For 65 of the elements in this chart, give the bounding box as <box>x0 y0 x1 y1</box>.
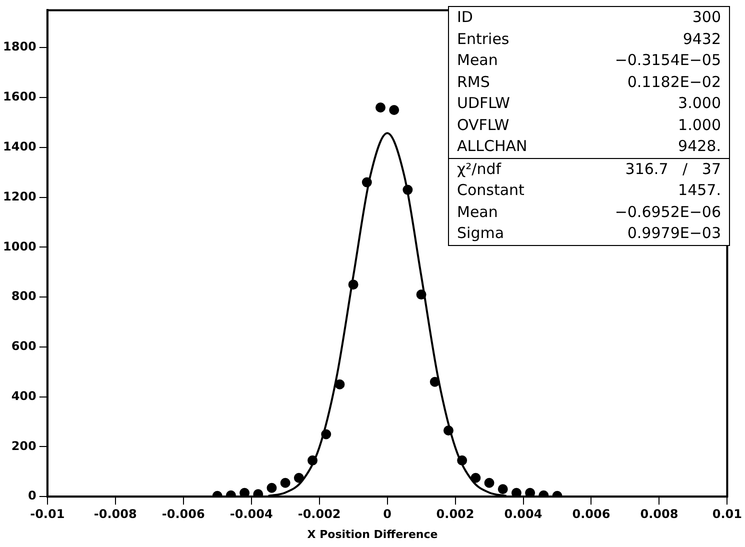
annotation: OVFLW <box>457 114 510 136</box>
point <box>280 478 290 488</box>
annotation: Mean <box>457 50 498 71</box>
annotation: RMS <box>457 72 490 92</box>
y-tick-label: 1400 <box>2 140 36 154</box>
y-tick-label: 1600 <box>2 90 36 104</box>
point <box>308 455 318 466</box>
x-tick-label: 0.006 <box>572 506 610 521</box>
annotation: 0.9979E−03 <box>627 223 721 244</box>
annotation: Entries <box>457 28 510 50</box>
x-tick-label: -0.008 <box>94 506 137 521</box>
point <box>457 455 468 466</box>
point <box>525 488 536 497</box>
annotation: UDFLW <box>457 93 510 114</box>
y-tick-label: 1000 <box>2 239 36 254</box>
annotation: 0.1182E−02 <box>627 72 721 92</box>
x-tick-label: 0 <box>383 506 392 521</box>
annotation: 9428. <box>678 136 721 157</box>
point <box>240 488 250 497</box>
y-tick-label: 200 <box>11 438 36 453</box>
y-tick-label: 600 <box>11 339 36 354</box>
point <box>511 488 522 497</box>
y-tick-label: 1800 <box>2 40 36 54</box>
x-tick-label: -0.006 <box>162 506 205 521</box>
annotation: 9432 <box>682 28 721 50</box>
y-tick-label: 800 <box>11 289 36 304</box>
annotation: χ²/ndf <box>457 158 502 180</box>
point <box>484 478 494 488</box>
point <box>430 376 440 387</box>
point <box>294 472 304 483</box>
point <box>402 184 413 195</box>
annotation: ALLCHAN <box>457 136 528 157</box>
annotation: Mean <box>457 202 498 222</box>
point <box>498 484 508 494</box>
x-axis-title: X Position Difference <box>306 528 439 541</box>
point <box>266 482 277 493</box>
annotation: 3.000 <box>678 93 721 114</box>
point <box>470 472 481 483</box>
x-tick-label: 0.002 <box>436 506 474 521</box>
annotation: ID <box>457 7 473 28</box>
point <box>416 290 426 300</box>
y-tick-label: 1200 <box>2 189 36 204</box>
point <box>348 280 358 290</box>
point <box>376 102 386 112</box>
annotation: 1457. <box>678 180 721 201</box>
annotation: −0.3154E−05 <box>614 50 721 71</box>
y-tick-label: 0 <box>28 488 36 503</box>
annotation: −0.6952E−06 <box>614 202 721 222</box>
annotation: 300 <box>692 7 721 28</box>
x-tick-label: 0.004 <box>504 506 542 521</box>
annotation: Constant <box>457 180 524 201</box>
point <box>334 379 345 390</box>
annotation: 316.7 / 37 <box>625 158 721 180</box>
point <box>389 104 400 115</box>
y-tick-label: 400 <box>11 388 36 403</box>
x-tick-label: 0.008 <box>640 506 678 521</box>
x-tick-label: -0.004 <box>230 506 273 521</box>
point <box>321 429 332 440</box>
point <box>443 426 454 436</box>
x-tick-label: -0.002 <box>298 506 341 521</box>
x-tick-label: -0.01 <box>30 506 65 521</box>
point <box>362 177 372 188</box>
annotation: 1.000 <box>678 114 721 136</box>
x-tick-label: 0.01 <box>712 506 742 521</box>
annotation: Sigma <box>457 223 504 244</box>
